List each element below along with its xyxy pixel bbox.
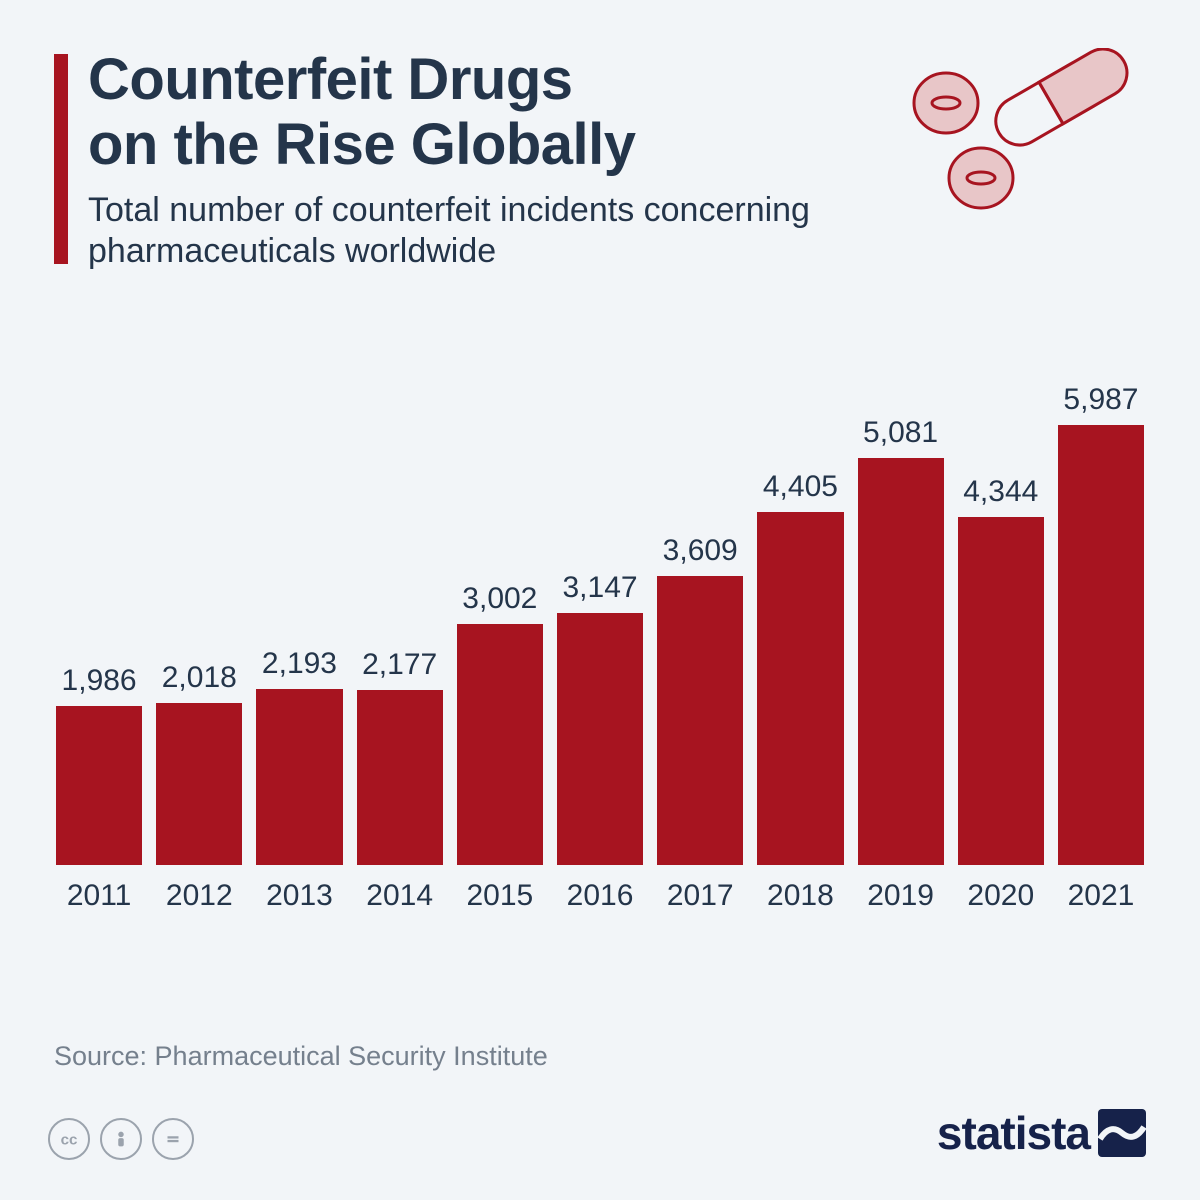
bar-value-label: 2,193 — [262, 647, 337, 681]
bar-column: 4,405 2018 — [757, 383, 843, 913]
bar-value-label: 4,344 — [963, 475, 1038, 509]
bar-column: 1,986 2011 — [56, 383, 142, 913]
bar — [858, 458, 944, 865]
bar-column: 4,344 2020 — [958, 383, 1044, 913]
bar-category-label: 2021 — [1068, 879, 1135, 913]
brand-text: statista — [937, 1106, 1090, 1160]
bar-column: 2,018 2012 — [156, 383, 242, 913]
bar-column: 3,147 2016 — [557, 383, 643, 913]
bars-container: 1,986 2011 2,018 2012 2,193 2013 2,177 2014 3,00… — [54, 383, 1146, 913]
bar — [657, 576, 743, 865]
title-line-2: on the Rise Globally — [88, 112, 636, 177]
bar-value-label: 2,018 — [162, 661, 237, 695]
bar-value-label: 3,609 — [663, 534, 738, 568]
accent-bar — [54, 54, 68, 264]
bar-value-label: 4,405 — [763, 470, 838, 504]
bar-value-label: 5,987 — [1063, 383, 1138, 417]
bar-category-label: 2019 — [867, 879, 934, 913]
infographic-canvas: Counterfeit Drugs on the Rise Globally T… — [0, 0, 1200, 1200]
source-label: Source: Pharmaceutical Security Institut… — [54, 1041, 1146, 1072]
bar-category-label: 2014 — [366, 879, 433, 913]
title-line-1: Counterfeit Drugs — [88, 47, 573, 112]
bar — [457, 624, 543, 865]
bar — [156, 703, 242, 865]
footer: cc statista — [48, 1106, 1146, 1160]
bar — [256, 689, 342, 865]
bar-column: 2,193 2013 — [256, 383, 342, 913]
bar — [1058, 425, 1144, 865]
bar-value-label: 2,177 — [362, 648, 437, 682]
bar — [56, 706, 142, 865]
bar-chart: 1,986 2011 2,018 2012 2,193 2013 2,177 2014 3,00… — [54, 383, 1146, 983]
cc-nd-icon — [152, 1118, 194, 1160]
bar-category-label: 2016 — [567, 879, 634, 913]
bar-category-label: 2012 — [166, 879, 233, 913]
title-block: Counterfeit Drugs on the Rise Globally T… — [88, 48, 866, 273]
bar-value-label: 3,002 — [462, 582, 537, 616]
bar-category-label: 2013 — [266, 879, 333, 913]
bar-category-label: 2011 — [67, 879, 132, 913]
bar — [557, 613, 643, 865]
bar-column: 2,177 2014 — [357, 383, 443, 913]
header: Counterfeit Drugs on the Rise Globally T… — [54, 48, 1146, 273]
bar-column: 5,987 2021 — [1058, 383, 1144, 913]
bar — [757, 512, 843, 865]
bar-value-label: 5,081 — [863, 416, 938, 450]
svg-text:cc: cc — [61, 1131, 78, 1148]
cc-license-icons: cc — [48, 1118, 194, 1160]
bar — [357, 690, 443, 865]
cc-by-icon — [100, 1118, 142, 1160]
title: Counterfeit Drugs on the Rise Globally — [88, 48, 866, 178]
bar — [958, 517, 1044, 865]
subtitle: Total number of counterfeit incidents co… — [88, 190, 866, 273]
bar-category-label: 2015 — [466, 879, 533, 913]
bar-category-label: 2020 — [967, 879, 1034, 913]
bar-category-label: 2018 — [767, 879, 834, 913]
statista-wave-icon — [1098, 1109, 1146, 1157]
cc-icon: cc — [48, 1118, 90, 1160]
bar-column: 3,002 2015 — [457, 383, 543, 913]
bar-column: 3,609 2017 — [657, 383, 743, 913]
statista-logo: statista — [937, 1106, 1146, 1160]
pills-icon — [886, 48, 1146, 228]
bar-value-label: 3,147 — [562, 571, 637, 605]
bar-column: 5,081 2019 — [858, 383, 944, 913]
bar-value-label: 1,986 — [62, 664, 137, 698]
bar-category-label: 2017 — [667, 879, 734, 913]
